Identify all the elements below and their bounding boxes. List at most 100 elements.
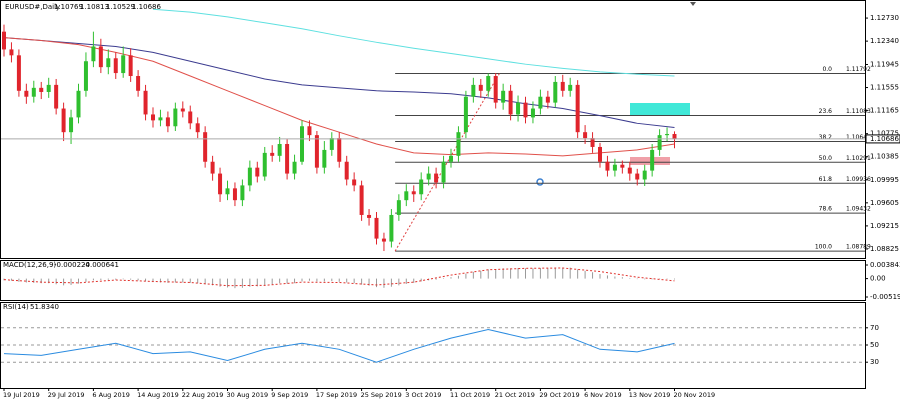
macd-bar bbox=[472, 271, 474, 279]
macd-bar bbox=[256, 278, 258, 287]
candle-body bbox=[396, 200, 401, 215]
macd-bar bbox=[457, 275, 459, 279]
shift-marker bbox=[690, 2, 696, 6]
macd-bar bbox=[331, 278, 333, 282]
candle-body bbox=[478, 84, 483, 91]
candle-body bbox=[136, 76, 141, 91]
macd-bar bbox=[465, 273, 467, 279]
candle-body bbox=[493, 76, 498, 103]
candle-body bbox=[449, 155, 453, 162]
candle-body bbox=[195, 123, 200, 133]
fib-level: 0.0 bbox=[822, 66, 832, 73]
macd-bar bbox=[70, 278, 72, 285]
rsi-title: RSI(14) bbox=[3, 303, 29, 311]
macd-bar bbox=[525, 268, 526, 279]
candle-body bbox=[344, 161, 349, 180]
candle-body bbox=[627, 167, 632, 174]
macd-bar bbox=[554, 267, 556, 279]
candle-body bbox=[69, 117, 74, 133]
fib-price: 1.11792 bbox=[846, 66, 871, 73]
macd-bar bbox=[182, 278, 184, 283]
x-tick-label: 14 Aug 2019 bbox=[137, 391, 179, 399]
candle-body bbox=[307, 126, 312, 136]
candle-body bbox=[98, 46, 103, 68]
candle-body bbox=[61, 108, 66, 133]
macd-bar bbox=[480, 270, 482, 279]
macd-bar bbox=[450, 277, 452, 279]
candle-body bbox=[151, 114, 155, 121]
candle-body bbox=[83, 61, 88, 91]
macd-bar bbox=[33, 278, 35, 283]
x-tick-label: 29 Jul 2019 bbox=[48, 391, 85, 399]
candle-body bbox=[605, 161, 610, 171]
candle-body bbox=[404, 191, 409, 201]
macd-bar bbox=[264, 278, 266, 285]
candle-body bbox=[285, 144, 290, 174]
macd-bar bbox=[644, 278, 646, 280]
macd-bar bbox=[40, 278, 42, 284]
candle-body bbox=[456, 132, 461, 156]
candle-body bbox=[486, 76, 491, 91]
candle-body bbox=[106, 58, 111, 68]
macd-bar bbox=[107, 278, 109, 280]
ohlc-high: 1.10813 bbox=[80, 3, 109, 11]
candle-body bbox=[553, 81, 558, 103]
candle-body bbox=[262, 152, 267, 177]
ohlc-close: 1.10686 bbox=[132, 3, 161, 11]
x-tick-label: 13 Nov 2019 bbox=[629, 391, 671, 399]
y-tick-label: 1.08825 bbox=[870, 245, 899, 253]
macd-bar bbox=[122, 278, 124, 280]
rsi-value: 51.8340 bbox=[30, 303, 59, 311]
macd-bar bbox=[241, 278, 243, 288]
macd-bar bbox=[517, 267, 519, 279]
y-tick-label: 0.00 bbox=[870, 275, 886, 283]
candle-body bbox=[471, 84, 476, 97]
candle-body bbox=[516, 102, 521, 115]
macd-bar bbox=[368, 278, 370, 286]
fib-price: 1.11083 bbox=[846, 108, 871, 115]
candle-body bbox=[210, 161, 215, 174]
macd-bar bbox=[606, 275, 608, 279]
candle-body bbox=[612, 164, 617, 171]
candle-body bbox=[54, 84, 59, 109]
macd-bar bbox=[55, 278, 57, 285]
y-tick-label: 1.11555 bbox=[870, 84, 899, 92]
candle-body bbox=[173, 108, 178, 127]
macd-bar bbox=[592, 272, 594, 279]
fib-level: 23.6 bbox=[819, 108, 833, 115]
candle-body bbox=[590, 138, 595, 147]
candle-body bbox=[31, 87, 36, 97]
macd-title: MACD(12,26,9) bbox=[3, 261, 56, 269]
macd-bar bbox=[599, 274, 601, 279]
y-tick-label: 1.09605 bbox=[870, 199, 899, 207]
candle-body bbox=[180, 108, 185, 112]
y-tick-label: 1.10385 bbox=[870, 153, 899, 161]
x-tick-label: 6 Aug 2019 bbox=[92, 391, 130, 399]
x-tick-label: 20 Nov 2019 bbox=[674, 391, 716, 399]
y-tick-label: 70 bbox=[870, 324, 879, 332]
ohlc-open: 1.10769 bbox=[54, 3, 83, 11]
y-tick-label: 1.12340 bbox=[870, 37, 899, 45]
candle-body bbox=[76, 90, 81, 118]
macd-bar bbox=[294, 278, 296, 284]
candle-body bbox=[426, 173, 431, 180]
macd-bar bbox=[420, 278, 422, 282]
x-tick-label: 6 Nov 2019 bbox=[584, 391, 622, 399]
candle-body bbox=[381, 238, 386, 242]
candle-body bbox=[292, 161, 297, 174]
macd-bar bbox=[167, 278, 169, 283]
y-tick-label: 1.11165 bbox=[870, 107, 899, 115]
fib-price: 1.10291 bbox=[846, 155, 871, 162]
candle-body bbox=[2, 31, 6, 50]
candle-body bbox=[463, 96, 468, 133]
candle-body bbox=[300, 126, 304, 162]
candle-body bbox=[672, 134, 677, 139]
candle-body bbox=[501, 90, 506, 103]
macd-bar bbox=[398, 278, 400, 286]
candle-body bbox=[374, 217, 379, 239]
macd-bar bbox=[18, 278, 20, 282]
candle-body bbox=[575, 84, 580, 133]
macd-bar bbox=[115, 278, 117, 280]
x-tick-label: 21 Oct 2019 bbox=[495, 391, 535, 399]
